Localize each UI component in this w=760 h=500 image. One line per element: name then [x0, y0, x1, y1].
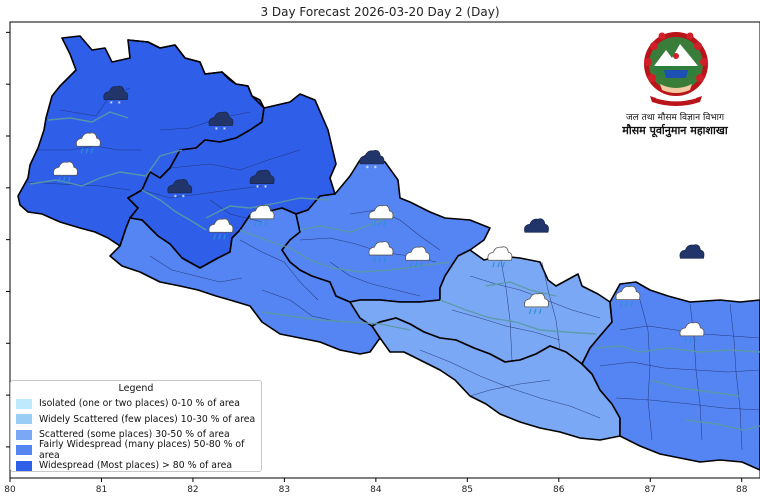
sun-rain-cloud-icon	[615, 285, 641, 307]
svg-text:*: *	[223, 127, 226, 134]
sun-rain-cloud-icon	[249, 204, 275, 226]
x-tick-label: 84	[370, 485, 382, 495]
legend: Legend Isolated (one or two places) 0-10…	[10, 380, 262, 472]
legend-item-scattered: Scattered (some places) 30-50 % of area	[16, 427, 256, 443]
legend-swatch	[16, 445, 32, 456]
snow-cloud-icon: * *	[359, 150, 385, 172]
department-name: जल तथा मौसम विज्ञान विभाग	[625, 113, 725, 123]
sun-rain-cloud-icon	[368, 204, 394, 226]
axes-frame	[9, 21, 760, 479]
legend-label: Widely Scattered (few places) 10-30 % of…	[39, 413, 256, 425]
x-tick-label: 87	[645, 485, 656, 495]
snow-cloud-icon: * *	[208, 111, 234, 134]
sun-rain-cloud-icon	[75, 132, 101, 154]
snow-cloud-icon: * *	[167, 179, 193, 201]
sun-rain-cloud-icon	[208, 218, 234, 240]
x-tick-label: 83	[279, 485, 290, 495]
x-tick-label: 88	[736, 485, 748, 495]
svg-text:*: *	[110, 101, 113, 108]
nepal-emblem-icon	[644, 32, 708, 106]
legend-swatch	[16, 460, 32, 471]
sun-rain-cloud-icon	[524, 293, 549, 315]
snow-cloud-icon: * *	[524, 218, 549, 240]
sun-rain-cloud-icon	[487, 246, 513, 268]
legend-label: Widespread (Most places) > 80 % of area	[39, 460, 233, 472]
svg-text:*: *	[215, 127, 218, 134]
legend-title: Legend	[118, 383, 154, 394]
sun-rain-cloud-icon	[679, 322, 705, 344]
svg-text:*: *	[694, 259, 697, 266]
legend-item-widespread: Widespread (Most places) > 80 % of area	[16, 458, 256, 474]
sun-rain-cloud-icon	[368, 241, 394, 263]
legend-item-widely-scattered: Widely Scattered (few places) 10-30 % of…	[16, 412, 256, 428]
sun-rain-cloud-icon	[53, 161, 78, 183]
weather-icons-layer: * ** ** ** ** ** ** *	[53, 85, 705, 344]
sun-rain-cloud-icon	[405, 246, 430, 268]
snow-cloud-icon: * *	[679, 244, 705, 266]
legend-swatch	[16, 429, 32, 440]
svg-text:*: *	[256, 185, 259, 192]
svg-text:*: *	[366, 165, 369, 172]
x-tick-label: 80	[4, 485, 16, 495]
y-axis-ticks	[6, 31, 10, 448]
svg-text:*: *	[174, 194, 177, 201]
map-title: 3 Day Forecast 2026-03-20 Day 2 (Day)	[260, 5, 500, 19]
svg-text:*: *	[530, 233, 533, 240]
svg-text:*: *	[264, 185, 267, 192]
office-name: मौसम पूर्वानुमान महाशाखा	[622, 124, 728, 137]
legend-item-fairly-widespread: Fairly Widespread (many places) 50-80 % …	[16, 439, 256, 461]
svg-text:*: *	[182, 194, 185, 201]
svg-text:*: *	[686, 259, 689, 266]
svg-text:*: *	[374, 165, 377, 172]
legend-label: Fairly Widespread (many places) 50-80 % …	[39, 439, 245, 462]
legend-label: Isolated (one or two places) 0-10 % of a…	[39, 398, 240, 410]
legend-item-isolated: Isolated (one or two places) 0-10 % of a…	[16, 396, 256, 412]
snow-cloud-icon: * *	[103, 85, 129, 108]
legend-swatch	[16, 398, 32, 409]
legend-label: Scattered (some places) 30-50 % of area	[39, 429, 230, 441]
svg-text:*: *	[538, 233, 541, 240]
x-tick-label: 86	[553, 485, 565, 495]
snow-cloud-icon: * *	[249, 169, 275, 192]
x-tick-label: 82	[187, 485, 198, 495]
x-tick-label: 85	[462, 485, 473, 495]
x-tick-label: 81	[96, 485, 107, 495]
svg-text:*: *	[118, 101, 121, 108]
x-axis-ticks: 80 81 82 83 84 85 86 87 88	[4, 478, 748, 495]
legend-swatch	[16, 414, 32, 425]
